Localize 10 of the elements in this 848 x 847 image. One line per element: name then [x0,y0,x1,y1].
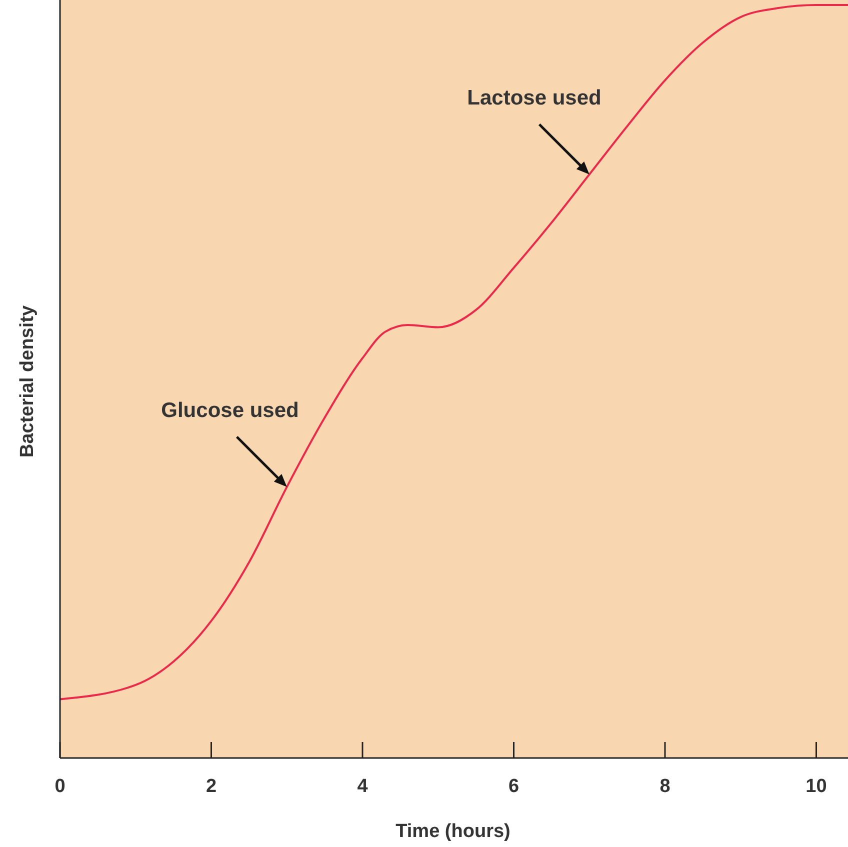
y-axis-title: Bacterial density [17,305,38,458]
annotation: Glucose used [161,398,299,422]
x-tick-label: 4 [357,776,368,797]
x-tick-label: 8 [660,776,670,797]
x-tick-label: 6 [508,776,520,797]
annotation: Lactose used [467,86,602,110]
x-tick-label: 0 [54,776,66,797]
x-axis-title: Time (hours) [396,821,510,842]
x-tick-label: 2 [206,776,217,797]
x-tick-label: 10 [806,776,827,797]
